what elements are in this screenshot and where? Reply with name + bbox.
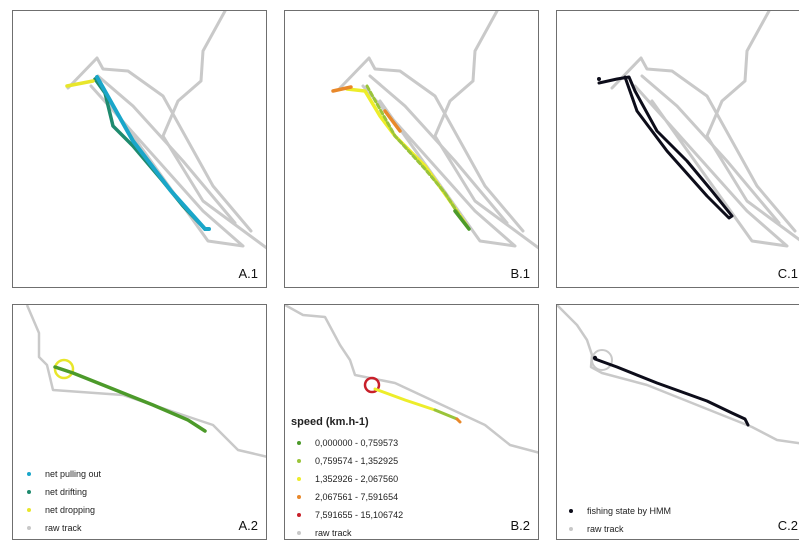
- legend-b: speed (km.h-1) 0,000000 - 0,759573 0,759…: [291, 416, 403, 539]
- speed-track: [433, 408, 459, 421]
- fishing-state-track: [593, 357, 750, 427]
- legend-label: raw track: [315, 528, 352, 538]
- raw-track: [96, 74, 237, 225]
- legend-label: 0,759574 - 1,352925: [315, 456, 399, 466]
- legend-item: 0,759574 - 1,352925: [291, 452, 403, 470]
- legend-label: net pulling out: [45, 469, 102, 479]
- panel-c2: fishing state by HMM raw track C.2: [556, 304, 799, 540]
- legend-item: raw track: [21, 519, 101, 537]
- panel-label: C.2: [777, 518, 798, 533]
- raw-track: [285, 305, 538, 454]
- raw-track: [705, 11, 799, 242]
- panel-c1: C.1: [556, 10, 799, 288]
- legend-swatch: [297, 513, 301, 517]
- legend-swatch: [27, 508, 31, 512]
- raw-track-loop: [591, 349, 613, 371]
- speed-track: [455, 417, 462, 424]
- legend-label: fishing state by HMM: [587, 506, 672, 516]
- legend-label: raw track: [587, 524, 624, 534]
- map-b2: [285, 305, 538, 454]
- map-a1: [65, 11, 266, 250]
- legend-item: raw track: [291, 524, 403, 539]
- fishing-state-track: [597, 75, 734, 220]
- legend-item: 2,067561 - 7,591654: [291, 488, 403, 506]
- map-b1: [331, 11, 538, 250]
- panel-label: B.1: [510, 266, 530, 281]
- raw-track: [25, 305, 266, 458]
- legend-label: net dropping: [45, 505, 96, 515]
- legend-item: 7,591655 - 15,106742: [291, 506, 403, 524]
- raw-track: [633, 84, 789, 248]
- net-dropping-track: [53, 358, 75, 380]
- track-start-marker: [597, 77, 601, 81]
- map-c1: [597, 11, 799, 248]
- speed-track: [363, 376, 381, 394]
- net-dropping-track: [65, 79, 95, 88]
- raw-track: [89, 84, 245, 248]
- legend-item: raw track: [563, 520, 671, 538]
- track-start-marker: [592, 355, 598, 361]
- legend-swatch: [297, 441, 301, 445]
- raw-track: [338, 56, 525, 233]
- legend-label: raw track: [45, 523, 82, 533]
- speed-track: [373, 387, 437, 412]
- legend-label: 2,067561 - 7,591654: [315, 492, 399, 502]
- raw-track: [66, 56, 253, 233]
- raw-track: [368, 74, 509, 225]
- raw-track: [433, 11, 538, 250]
- legend-swatch: [27, 526, 31, 530]
- net-drifting-track: [53, 365, 207, 433]
- net-pulling-out-track: [95, 75, 211, 231]
- legend-item: net dropping: [21, 501, 101, 519]
- raw-track: [557, 305, 799, 445]
- panel-label: A.2: [238, 518, 258, 533]
- legend-swatch: [297, 459, 301, 463]
- panel-a1: A.1: [12, 10, 267, 288]
- panel-a2: net pulling out net drifting net droppin…: [12, 304, 267, 540]
- legend-swatch: [27, 472, 31, 476]
- legend-label: 7,591655 - 15,106742: [315, 510, 404, 520]
- speed-track: [331, 85, 402, 133]
- panel-label: B.2: [510, 518, 530, 533]
- map-a2: [25, 305, 266, 458]
- map-c2: [557, 305, 799, 445]
- legend-item: net pulling out: [21, 465, 101, 483]
- legend-swatch: [569, 527, 573, 531]
- legend-swatch: [297, 495, 301, 499]
- legend-c: fishing state by HMM raw track: [563, 502, 671, 538]
- legend-item: 0,000000 - 0,759573: [291, 434, 403, 452]
- raw-track: [640, 74, 781, 225]
- panel-label: C.1: [777, 266, 798, 281]
- legend-swatch: [297, 477, 301, 481]
- legend-item: fishing state by HMM: [563, 502, 671, 520]
- legend-swatch: [569, 509, 573, 513]
- legend-label: net drifting: [45, 487, 88, 497]
- legend-label: 0,000000 - 0,759573: [315, 438, 399, 448]
- legend-title: speed (km.h-1): [291, 416, 369, 428]
- legend-item: 1,352926 - 2,067560: [291, 470, 403, 488]
- raw-track: [610, 56, 797, 233]
- legend-item: net drifting: [21, 483, 101, 501]
- speed-track: [453, 209, 471, 231]
- legend-a: net pulling out net drifting net droppin…: [21, 465, 101, 537]
- panel-label: A.1: [238, 266, 258, 281]
- legend-swatch: [27, 490, 31, 494]
- legend-label: 1,352926 - 2,067560: [315, 474, 399, 484]
- panel-b2: speed (km.h-1) 0,000000 - 0,759573 0,759…: [284, 304, 539, 540]
- panel-b1: B.1: [284, 10, 539, 288]
- legend-swatch: [297, 531, 301, 535]
- raw-track: [161, 11, 266, 250]
